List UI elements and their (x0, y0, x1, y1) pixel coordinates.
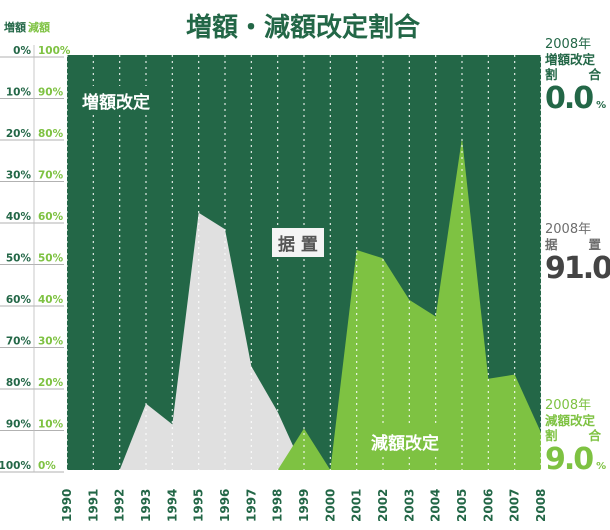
right-tick-label: 70% (38, 170, 64, 182)
x-tick-label-1999: 1999 (297, 489, 311, 522)
hold-region-label: 据 置 (272, 228, 324, 257)
left-tick-label: 50% (6, 253, 32, 265)
left-axis-head: 増額 (4, 20, 26, 34)
left-tick-label: 30% (6, 170, 32, 182)
side-decrease-unit: % (596, 461, 606, 472)
left-tick-label: 20% (6, 128, 32, 140)
x-tick-label-1991: 1991 (86, 489, 100, 522)
x-tick-label-1994: 1994 (165, 489, 179, 522)
side-hold-year: 2008年 (545, 222, 592, 237)
right-tick-label: 40% (38, 294, 64, 306)
side-increase-year: 2008年 (545, 37, 592, 52)
side-hold: 2008年 据 置 91.0% (545, 222, 610, 293)
side-increase: 2008年 増額改定 割 合 0.0% (545, 37, 610, 123)
right-tick-label: 90% (38, 87, 64, 99)
x-tick-label-1993: 1993 (139, 489, 153, 522)
right-tick-label: 60% (38, 211, 64, 223)
left-tick-label: 80% (6, 377, 32, 389)
side-increase-label2: 割 合 (545, 67, 601, 82)
side-hold-value: 91.0 (545, 251, 610, 286)
side-decrease: 2008年 減額改定 割 合 9.0% (545, 398, 610, 484)
side-decrease-label2a: 割 (545, 428, 558, 443)
right-tick-label: 10% (38, 419, 64, 431)
decrease-region-label: 減額改定 (367, 427, 443, 456)
side-increase-value: 0.0 (545, 81, 594, 116)
x-tick-label-2003: 2003 (402, 489, 416, 522)
side-decrease-value-row: 9.0% (545, 443, 610, 484)
side-decrease-label: 減額改定 (545, 413, 596, 428)
x-tick-label-2004: 2004 (429, 489, 443, 522)
x-tick-label-1998: 1998 (271, 489, 285, 522)
side-hold-label: 据 置 (545, 237, 601, 252)
x-tick-label-1992: 1992 (113, 489, 127, 522)
decrease-area (67, 138, 541, 470)
right-tick-label: 30% (38, 336, 64, 348)
left-tick-label: 90% (6, 419, 32, 431)
right-tick-label: 0% (38, 460, 56, 472)
x-tick-label-2001: 2001 (350, 489, 364, 522)
left-tick-label: 60% (6, 294, 32, 306)
right-tick-label: 100% (38, 45, 71, 57)
side-increase-label2b: 合 (588, 67, 601, 82)
side-increase-label2a: 割 (545, 67, 558, 82)
right-tick-label: 80% (38, 128, 64, 140)
x-tick-label-2008: 2008 (534, 489, 548, 522)
side-decrease-year: 2008年 (545, 398, 592, 413)
side-increase-label: 増額改定 (545, 52, 596, 67)
x-tick-label-2000: 2000 (323, 489, 337, 522)
side-increase-value-row: 0.0% (545, 82, 610, 123)
chart-title: 増額・減額改定割合 (186, 12, 421, 43)
left-tick-label: 10% (6, 87, 32, 99)
x-tick-label-2005: 2005 (455, 489, 469, 522)
left-tick-label: 40% (6, 211, 32, 223)
side-increase-unit: % (596, 100, 606, 111)
x-tick-label-1990: 1990 (60, 489, 74, 522)
left-tick-label: 0% (13, 45, 31, 57)
side-decrease-label2: 割 合 (545, 428, 601, 443)
left-tick-label: 70% (6, 336, 32, 348)
increase-region-label: 増額改定 (78, 86, 154, 115)
x-tick-label-2002: 2002 (376, 489, 390, 522)
side-hold-label-b: 置 (588, 237, 601, 252)
x-tick-label-1997: 1997 (244, 489, 258, 522)
right-axis-head: 減額 (28, 20, 50, 34)
x-tick-label-1995: 1995 (192, 489, 206, 522)
x-tick-label-2006: 2006 (481, 489, 495, 522)
side-decrease-label2b: 合 (588, 428, 601, 443)
x-tick-label-1996: 1996 (218, 489, 232, 522)
side-hold-label-a: 据 (545, 237, 558, 252)
left-tick-label: 100% (0, 460, 31, 472)
side-decrease-value: 9.0 (545, 442, 594, 477)
right-tick-label: 20% (38, 377, 64, 389)
x-tick-label-2007: 2007 (508, 489, 522, 522)
side-hold-value-row: 91.0% (545, 252, 610, 293)
right-tick-label: 50% (38, 253, 64, 265)
